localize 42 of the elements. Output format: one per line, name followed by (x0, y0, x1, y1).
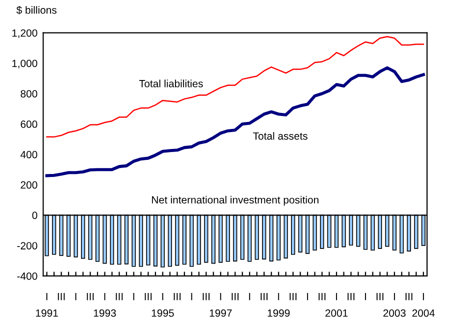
x-tick-label: III (406, 293, 412, 300)
x-tick-label: I (133, 293, 134, 300)
x-tick-label: I (307, 293, 308, 300)
x-tick-label: III (376, 293, 384, 300)
x-tick-label: I 1999 (268, 293, 290, 317)
x-tick-label: I (191, 293, 192, 300)
y-tick-label: -400 (17, 272, 38, 280)
x-tick-label: III (86, 293, 94, 300)
y-tick-label: 200 (20, 181, 38, 189)
x-tick-label: I (75, 293, 76, 300)
x-tick-label: III (290, 293, 296, 300)
x-tick-label: III (348, 293, 354, 300)
x-tick-label: III (260, 293, 268, 300)
line-series (45, 66, 425, 178)
x-tick-label: I 1993 (94, 293, 116, 317)
x-tick-label: I 1991 (36, 293, 58, 317)
x-tick-label: III (116, 293, 123, 300)
x-tick-label: I 2001 (325, 293, 348, 317)
x-tick-label: III (232, 293, 239, 300)
x-tick-label: I 1995 (152, 293, 174, 317)
y-tick-label: 400 (20, 150, 38, 158)
series-label: Total liabilities (139, 80, 203, 88)
x-tick-label: III (174, 293, 181, 300)
x-tick-label: I 2004 (412, 293, 435, 317)
series-label: Net international investment position (152, 196, 318, 206)
x-tick-label: III (318, 293, 326, 300)
y-axis-title: $ billions (16, 6, 56, 14)
y-tick-label: -200 (17, 242, 38, 250)
x-tick-label: I (249, 293, 250, 300)
y-tick-label: 600 (20, 120, 38, 128)
x-tick-label: I 2003 (383, 293, 406, 317)
x-tick-label: III (58, 293, 65, 300)
y-tick-label: 0 (32, 212, 38, 220)
series-label: Total assets (253, 132, 308, 140)
x-tick-label: I (365, 293, 366, 300)
x-tick-label: III (202, 293, 210, 300)
y-tick-label: 1,000 (12, 60, 38, 68)
line-series (46, 36, 424, 138)
y-tick-label: 1,200 (12, 29, 38, 38)
y-tick-label: 800 (20, 90, 38, 98)
x-tick-label: I 1997 (210, 293, 232, 317)
x-tick-label: III (144, 293, 152, 300)
